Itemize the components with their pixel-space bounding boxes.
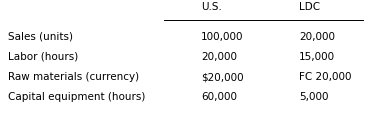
Text: Labor (hours): Labor (hours) — [8, 51, 78, 61]
Text: FC 20,000: FC 20,000 — [299, 72, 352, 81]
Text: Raw materials (currency): Raw materials (currency) — [8, 72, 139, 81]
Text: $20,000: $20,000 — [201, 72, 244, 81]
Text: 100,000: 100,000 — [201, 31, 244, 41]
Text: 15,000: 15,000 — [299, 51, 335, 61]
Text: 60,000: 60,000 — [201, 92, 237, 102]
Text: 20,000: 20,000 — [201, 51, 237, 61]
Text: Sales (units): Sales (units) — [8, 31, 73, 41]
Text: 5,000: 5,000 — [299, 92, 328, 102]
Text: U.S.: U.S. — [201, 2, 222, 12]
Text: Capital equipment (hours): Capital equipment (hours) — [8, 92, 145, 102]
Text: LDC: LDC — [299, 2, 320, 12]
Text: 20,000: 20,000 — [299, 31, 335, 41]
